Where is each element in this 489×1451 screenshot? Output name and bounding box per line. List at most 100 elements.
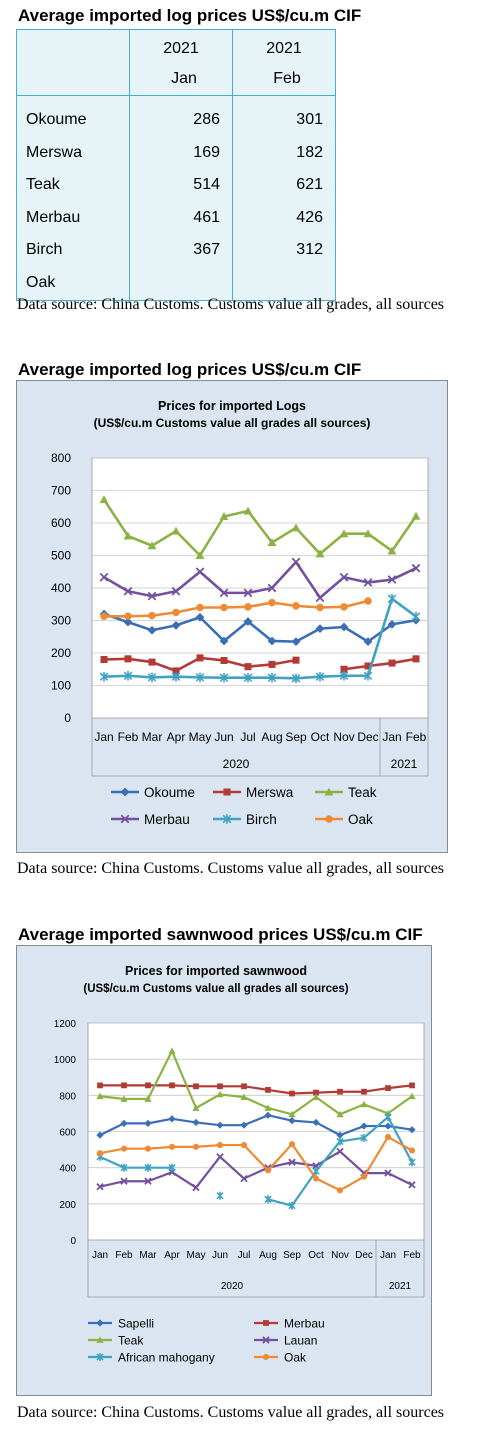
sawnwood-point-oak [144, 1145, 152, 1152]
logs-point-oak [292, 602, 300, 610]
logs-x-tick-label: May [189, 730, 212, 744]
logs-y-tick-label: 800 [51, 451, 71, 465]
sawnwood-x-tick-label: Nov [331, 1250, 349, 1261]
logs-legend-marker-okoume [120, 787, 130, 797]
logs-point-oak [172, 608, 180, 617]
sawnwood-legend-label-african-mahogany: African mahogany [118, 1351, 215, 1365]
sawnwood-point-lauan [408, 1181, 416, 1189]
logs-x-tick-label: Mar [142, 730, 163, 744]
logs-x-tick-label: Jun [214, 730, 233, 744]
sawnwood-x-tick-label: Sep [283, 1250, 301, 1261]
sawnwood-point-merbau [337, 1088, 343, 1095]
logs-point-merbau [219, 588, 229, 598]
table-header-feb: 2021 Feb [232, 29, 336, 96]
logs-point-birch [171, 671, 181, 682]
logs-y-tick-label: 300 [51, 614, 71, 628]
logs-point-teak [363, 529, 373, 538]
feb-column: 301 182 621 426 312 [232, 95, 336, 301]
logs-series-line-teak [102, 498, 418, 557]
sawnwood-point-sapelli [120, 1119, 128, 1127]
sawnwood-y-tick-label: 0 [70, 1236, 76, 1247]
logs-point-merswa [172, 667, 180, 675]
logs-x-tick-label: Feb [118, 730, 139, 744]
sawnwood-chart-heading: Average imported sawnwood prices US$/cu.… [18, 925, 423, 944]
header-year-feb: 2021 [266, 40, 302, 57]
sawnwood-point-sapelli [360, 1122, 368, 1130]
sawnwood-x-tick-label: Jul [238, 1250, 251, 1261]
sawnwood-point-merbau [217, 1083, 223, 1090]
value-merbau-feb: 426 [296, 208, 323, 226]
sawnwood-x-tick-label: Aug [259, 1250, 277, 1261]
logs-point-teak [387, 546, 397, 555]
sawnwood-point-oak [288, 1141, 296, 1148]
sawnwood-point-merbau [121, 1082, 127, 1089]
logs-chart-subtitle: (US$/cu.m Customs value all grades all s… [94, 416, 371, 430]
logs-point-merswa [100, 655, 108, 664]
sawnwood-point-lauan [288, 1158, 296, 1166]
species-merswa: Merswa [26, 143, 83, 161]
sawnwood-y-tick-label: 200 [59, 1200, 76, 1211]
sawnwood-point-teak [408, 1092, 416, 1100]
sawnwood-chart-subtitle: (US$/cu.m Customs value all grades all s… [83, 983, 348, 995]
sawnwood-point-oak [336, 1187, 344, 1194]
table-header-row: 2021 Jan 2021 Feb [16, 29, 336, 96]
logs-point-oak [220, 603, 228, 612]
sawnwood-y-tick-label: 1200 [54, 1019, 77, 1030]
sawnwood-point-oak [168, 1143, 176, 1150]
log-chart-data-source: Data source: China Customs. Customs valu… [17, 860, 445, 877]
sawnwood-point-african-mahogany [288, 1201, 296, 1210]
logs-point-merbau [243, 588, 253, 598]
sawnwood-point-oak [360, 1173, 368, 1180]
sawnwood-point-sapelli [144, 1119, 152, 1127]
logs-point-birch [195, 672, 205, 683]
logs-point-okoume [387, 620, 397, 629]
sawnwood-point-sapelli [192, 1118, 200, 1127]
logs-point-birch [219, 672, 229, 683]
sawnwood-x-tick-label: Oct [308, 1250, 324, 1261]
logs-point-merbau [267, 583, 277, 593]
logs-point-oak [124, 612, 132, 621]
sawnwood-legend-label-oak: Oak [284, 1351, 307, 1365]
logs-point-merswa [388, 659, 396, 667]
logs-point-merswa [244, 663, 252, 671]
species-column: Okoume Merswa Teak Merbau Birch Oak [16, 95, 130, 301]
header-month-feb: Feb [273, 70, 301, 87]
logs-point-birch [411, 611, 421, 622]
table-header-species [16, 29, 130, 96]
sawnwood-point-lauan [240, 1174, 248, 1183]
logs-point-merbau [195, 567, 205, 577]
logs-point-birch [99, 671, 109, 682]
logs-point-birch [363, 671, 373, 681]
table-data-source: Data source: China Customs. Customs valu… [17, 296, 445, 313]
sawnwood-point-merbau [97, 1082, 103, 1089]
logs-point-teak [123, 531, 133, 540]
sawnwood-point-merbau [169, 1082, 175, 1089]
sawnwood-point-lauan [336, 1147, 344, 1156]
sawnwood-point-merbau [193, 1083, 199, 1090]
sawnwood-series-line-teak [99, 1049, 413, 1116]
species-oak: Oak [26, 273, 56, 291]
sawnwood-point-teak [336, 1110, 344, 1118]
logs-series-line-birch [103, 597, 417, 680]
sawnwood-x-tick-label: Jan [380, 1250, 396, 1261]
sawnwood-point-oak [264, 1167, 272, 1174]
species-merbau: Merbau [26, 208, 81, 226]
logs-year-label: 2020 [223, 757, 250, 771]
logs-point-birch [291, 673, 301, 684]
sawnwood-legend-label-merbau: Merbau [284, 1317, 325, 1331]
sawnwood-point-sapelli [216, 1121, 224, 1129]
logs-point-teak [219, 512, 229, 521]
logs-point-teak [147, 541, 157, 550]
logs-legend-label-okoume: Okoume [144, 785, 195, 800]
logs-x-tick-label: Apr [167, 730, 186, 744]
logs-point-birch [315, 671, 325, 682]
sawnwood-point-african-mahogany [216, 1191, 224, 1200]
logs-point-okoume [267, 636, 277, 646]
logs-point-merbau [315, 593, 325, 603]
sawnwood-series-line-oak [99, 1135, 413, 1192]
value-merswa-jan: 169 [193, 143, 220, 161]
logs-point-merbau [291, 557, 301, 567]
logs-point-oak [148, 611, 156, 620]
sawnwood-prices-chart: Prices for imported sawnwood (US$/cu.m Cu… [16, 945, 432, 1396]
species-okoume: Okoume [26, 111, 87, 128]
